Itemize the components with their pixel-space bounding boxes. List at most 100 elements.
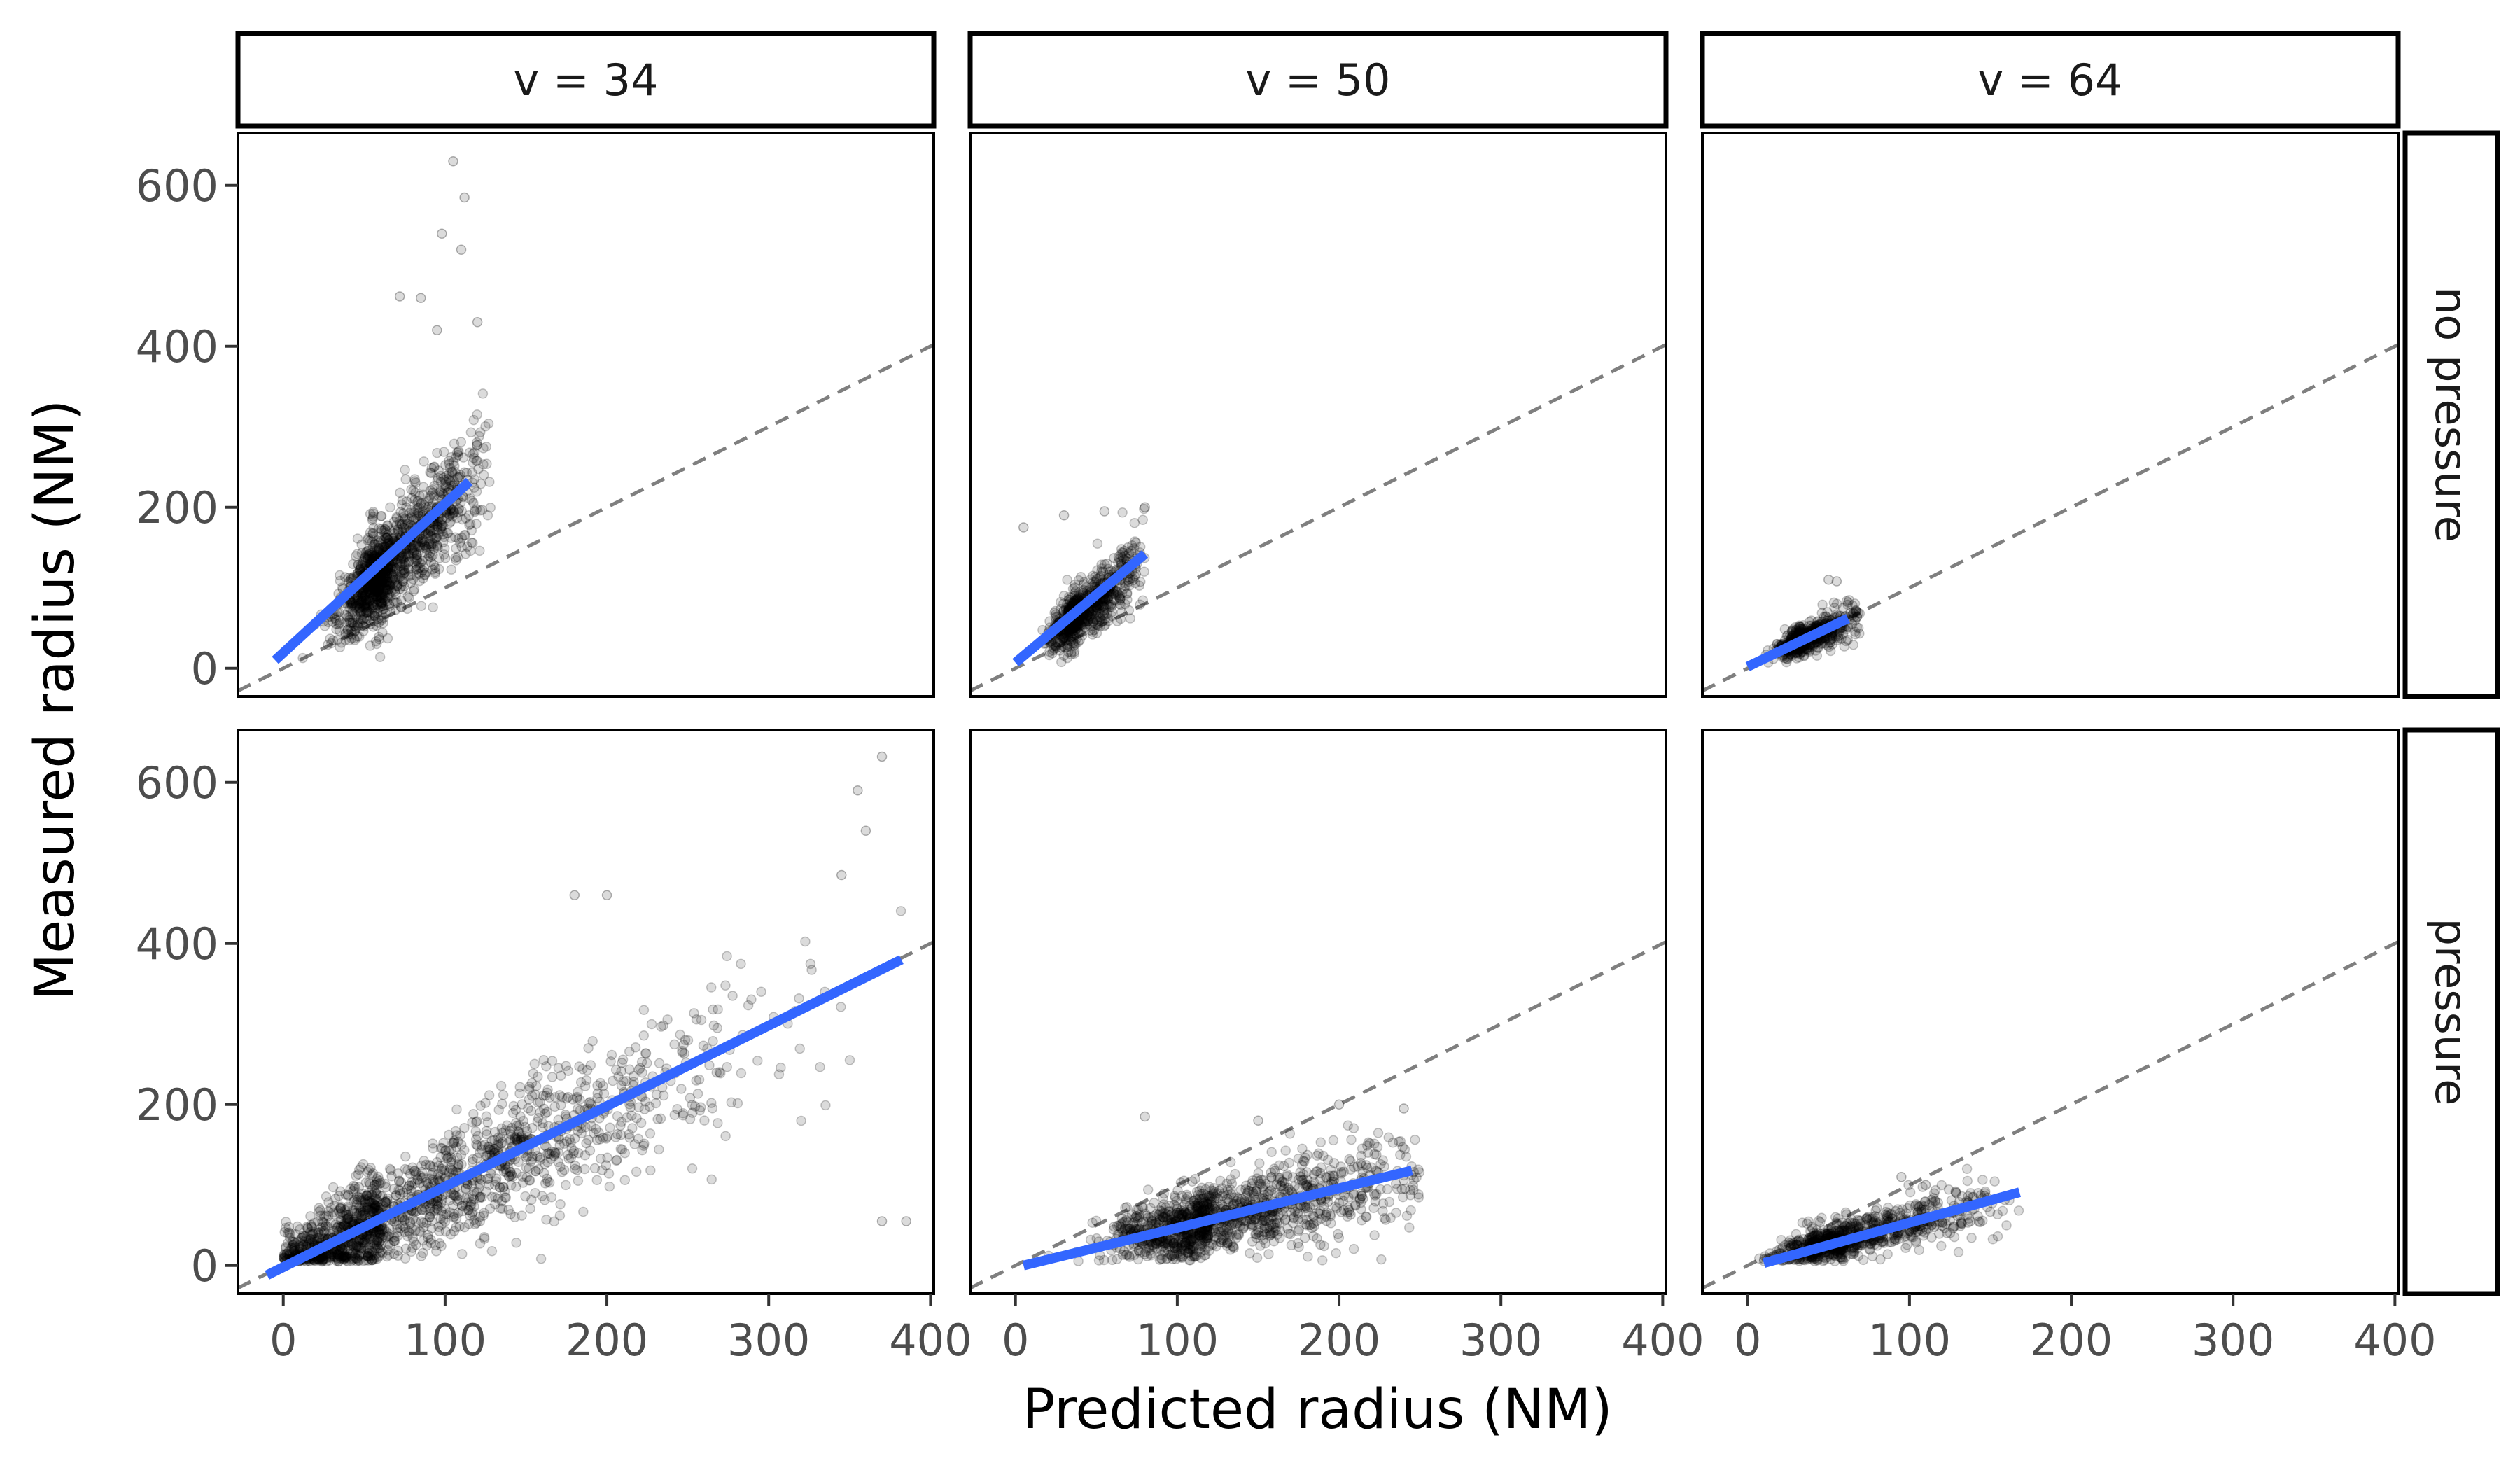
data-point	[1060, 632, 1071, 643]
data-point	[1091, 607, 1101, 617]
data-point	[722, 1061, 732, 1072]
data-point	[382, 533, 392, 543]
data-point	[379, 524, 391, 534]
data-point	[410, 505, 421, 515]
data-point	[1077, 614, 1087, 625]
data-point	[454, 446, 464, 456]
data-point	[526, 1077, 538, 1088]
data-point	[355, 564, 365, 575]
data-point	[1798, 646, 1808, 657]
data-point	[456, 1140, 467, 1150]
data-point	[491, 1173, 502, 1184]
data-point	[1102, 564, 1114, 574]
data-point	[400, 557, 410, 568]
data-point	[349, 620, 359, 631]
data-point	[1376, 1254, 1387, 1265]
data-point	[727, 990, 738, 1001]
data-point	[377, 1224, 388, 1236]
data-point	[690, 1101, 701, 1112]
data-point	[383, 1238, 394, 1250]
data-point	[408, 1236, 419, 1247]
data-point	[1826, 637, 1836, 648]
data-point	[1787, 626, 1798, 638]
data-point	[353, 598, 364, 609]
data-point	[373, 613, 384, 624]
data-point	[345, 611, 356, 622]
data-point	[1072, 623, 1082, 634]
data-point	[370, 582, 381, 593]
data-point	[423, 528, 433, 540]
data-point	[430, 1240, 441, 1251]
data-point	[354, 1255, 365, 1266]
data-point	[1080, 616, 1091, 626]
data-point	[362, 598, 373, 608]
data-point	[444, 510, 455, 520]
data-point	[399, 568, 410, 578]
data-point	[374, 590, 386, 601]
data-point	[440, 479, 451, 491]
data-point	[402, 591, 413, 602]
data-point	[372, 585, 384, 596]
data-point	[1070, 638, 1081, 650]
data-point	[1059, 632, 1070, 643]
data-point	[1079, 579, 1089, 589]
data-point	[375, 597, 386, 608]
data-point	[335, 575, 346, 587]
data-point	[400, 474, 411, 485]
data-point	[443, 469, 454, 479]
data-point	[583, 1135, 594, 1145]
data-point	[1357, 1214, 1367, 1226]
data-point	[397, 558, 408, 568]
data-point	[1103, 598, 1114, 610]
data-point	[372, 576, 384, 587]
data-point	[472, 437, 482, 448]
data-point	[1073, 592, 1084, 602]
data-point	[362, 535, 373, 545]
data-point	[415, 557, 426, 568]
data-point	[414, 541, 424, 552]
data-point	[363, 550, 374, 560]
data-point	[694, 1105, 706, 1116]
data-point	[384, 580, 395, 592]
data-point	[715, 1068, 726, 1079]
data-point	[419, 1156, 429, 1166]
data-point	[351, 551, 361, 561]
data-point	[410, 540, 421, 552]
data-point	[574, 1061, 584, 1072]
data-point	[396, 552, 407, 563]
data-point	[417, 534, 428, 545]
data-point	[1099, 608, 1110, 618]
data-point	[1076, 613, 1087, 624]
data-point	[364, 1233, 375, 1244]
data-point	[533, 1164, 544, 1175]
data-point	[361, 608, 372, 619]
data-point	[732, 1098, 743, 1109]
data-point	[401, 548, 412, 559]
data-point	[376, 598, 387, 610]
data-point	[412, 550, 422, 561]
data-point	[631, 1113, 642, 1124]
data-point	[471, 1139, 482, 1150]
data-point	[352, 631, 363, 642]
data-point	[698, 1040, 709, 1051]
data-point	[1066, 631, 1077, 642]
data-point	[376, 577, 386, 588]
data-point	[627, 1123, 638, 1133]
data-point	[371, 582, 382, 593]
data-point	[418, 530, 429, 540]
data-point	[376, 573, 386, 584]
data-point	[1102, 608, 1112, 619]
data-point	[1792, 626, 1802, 637]
data-point	[1124, 548, 1135, 559]
data-point	[454, 504, 464, 515]
data-point	[1850, 615, 1861, 626]
data-point	[346, 599, 356, 610]
data-point	[446, 505, 457, 516]
data-point	[383, 535, 394, 545]
data-point	[1125, 574, 1135, 584]
data-point	[306, 1219, 316, 1231]
data-point	[401, 514, 412, 525]
data-point	[573, 1175, 584, 1186]
data-point	[1832, 598, 1842, 609]
data-point	[337, 1245, 349, 1256]
